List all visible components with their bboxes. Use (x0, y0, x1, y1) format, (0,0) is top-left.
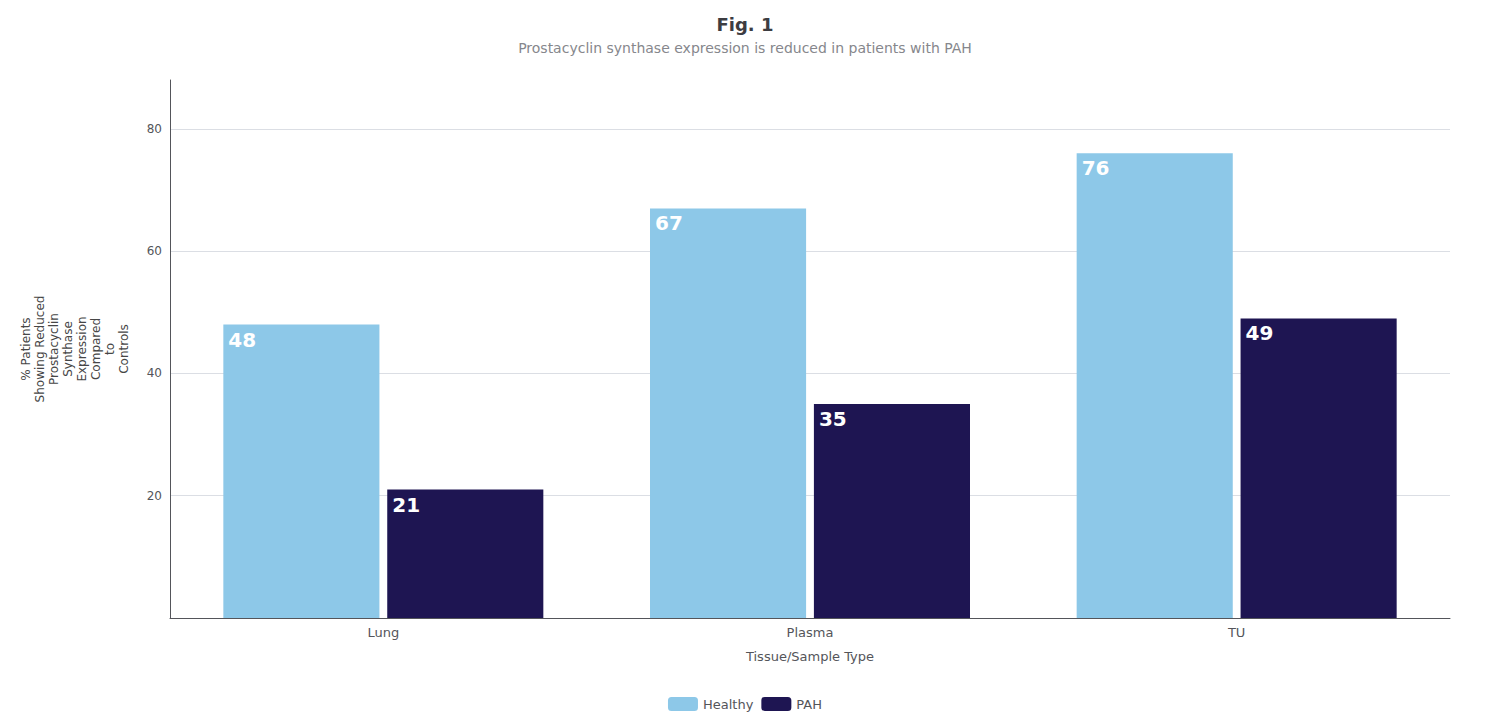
svg-text:to: to (103, 343, 117, 355)
svg-text:60: 60 (147, 244, 162, 258)
svg-text:Prostacyclin: Prostacyclin (47, 313, 61, 385)
svg-text:Tissue/Sample Type: Tissue/Sample Type (745, 649, 874, 664)
svg-text:Expression: Expression (75, 316, 89, 381)
svg-text:49: 49 (1246, 321, 1274, 345)
svg-text:21: 21 (392, 493, 420, 517)
svg-text:Compared: Compared (89, 318, 103, 380)
svg-text:76: 76 (1082, 156, 1110, 180)
svg-text:35: 35 (819, 407, 847, 431)
svg-text:48: 48 (228, 328, 256, 352)
svg-text:Fig. 1: Fig. 1 (717, 14, 774, 35)
svg-text:Synthase: Synthase (61, 321, 75, 377)
svg-text:80: 80 (147, 122, 162, 136)
svg-text:Showing Reduced: Showing Reduced (33, 296, 47, 403)
svg-text:20: 20 (147, 489, 162, 503)
svg-text:Healthy: Healthy (703, 697, 754, 712)
svg-text:PAH: PAH (796, 697, 822, 712)
svg-text:TU: TU (1227, 625, 1245, 640)
svg-text:67: 67 (655, 211, 683, 235)
svg-text:40: 40 (147, 366, 162, 380)
svg-text:Lung: Lung (367, 625, 399, 640)
svg-text:Prostacyclin synthase expressi: Prostacyclin synthase expression is redu… (518, 40, 972, 56)
svg-text:Controls: Controls (117, 324, 131, 374)
svg-text:Plasma: Plasma (787, 625, 834, 640)
svg-text:% Patients: % Patients (19, 317, 33, 380)
